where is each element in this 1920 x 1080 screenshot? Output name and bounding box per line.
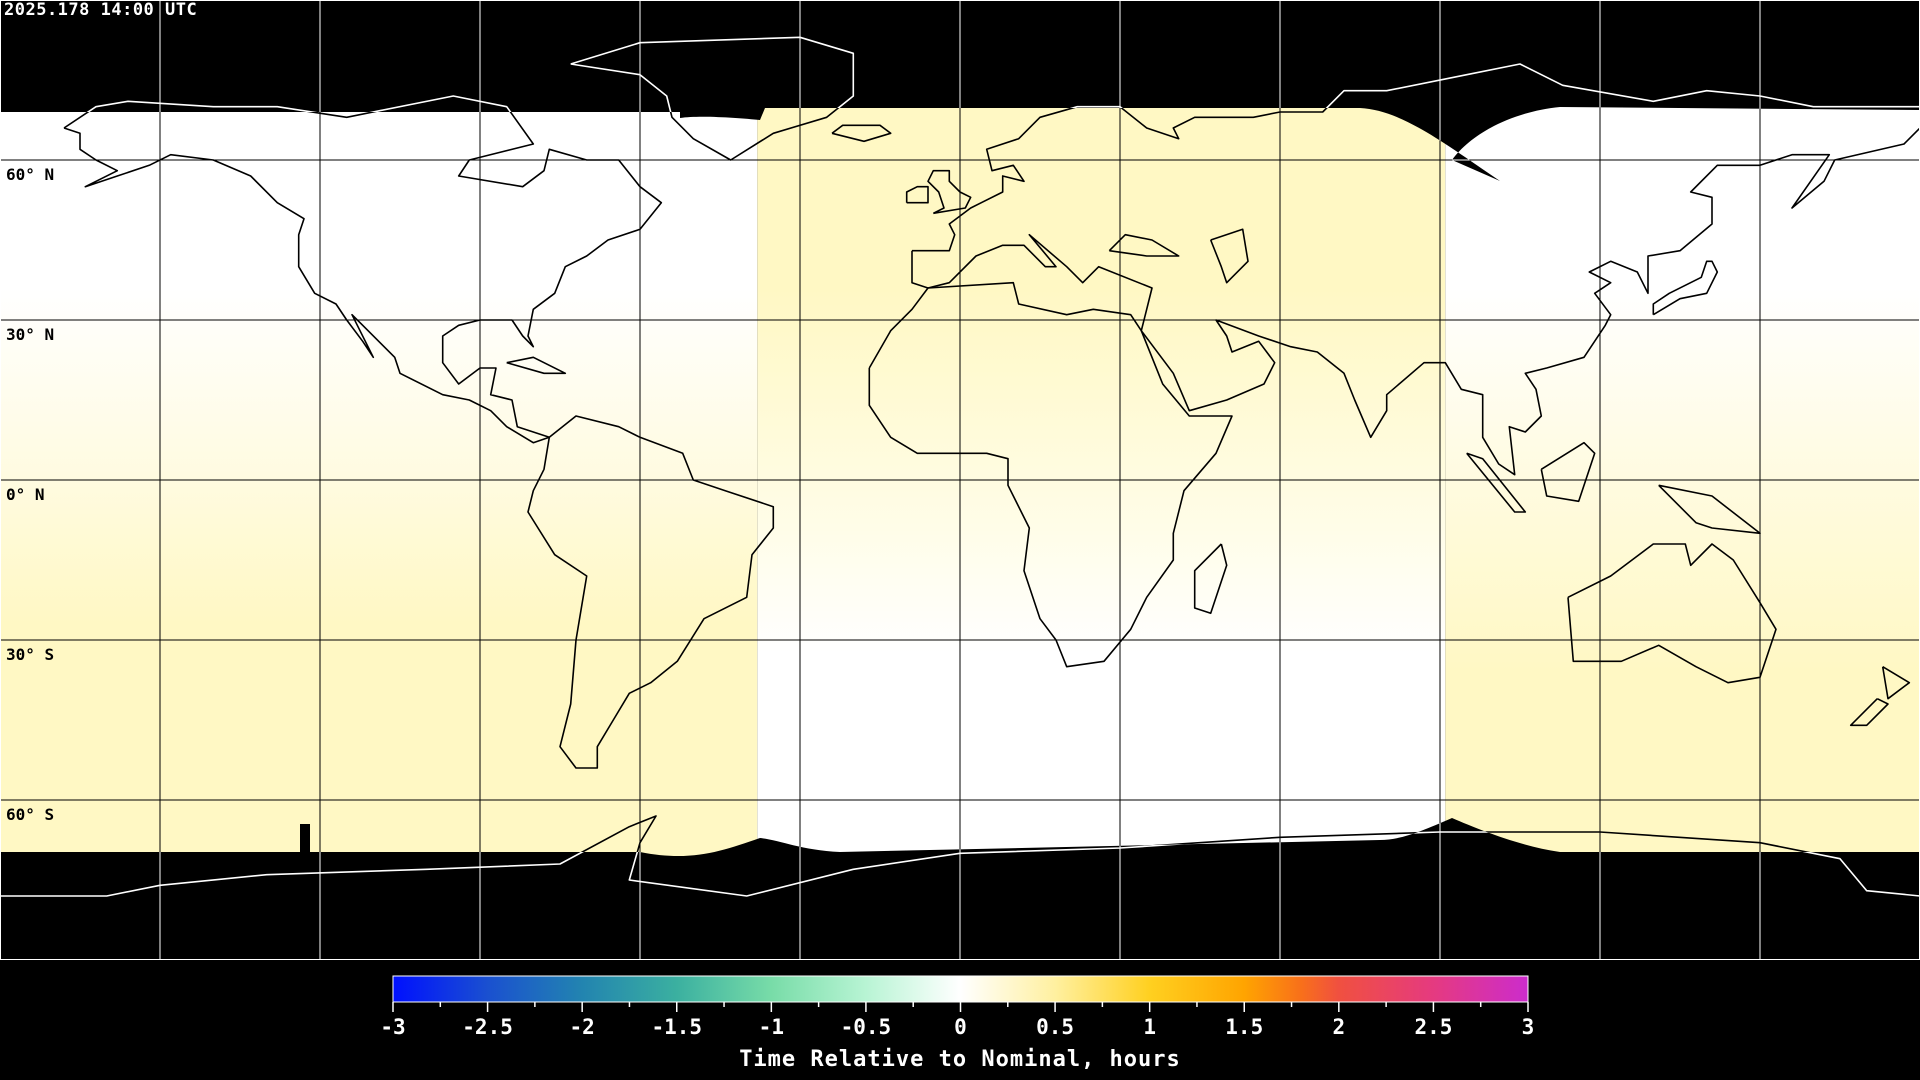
coastline-sumatra <box>1466 452 1527 513</box>
colorbar-tick-label: -2 <box>570 1015 595 1039</box>
latitude-label: 60° S <box>6 805 55 824</box>
coastline-cuba <box>506 356 567 375</box>
coastline-borneo <box>1540 441 1596 503</box>
colorbar-tick-label: 0 <box>954 1015 967 1039</box>
colorbar-tick-label: 2.5 <box>1414 1015 1452 1039</box>
coastline-great-britain <box>927 169 972 215</box>
colorbar-tick-label: 2 <box>1333 1015 1346 1039</box>
colorbar-gradient <box>392 975 1529 1003</box>
colorbar-tick-label: -3 <box>380 1015 405 1039</box>
coastline-new-zealand-south <box>1849 697 1889 727</box>
colorbar-tick-label: 0.5 <box>1036 1015 1074 1039</box>
coastline-north-america <box>63 95 663 444</box>
coastline-new-zealand-north <box>1881 666 1911 700</box>
colorbar-tick-label: 3 <box>1522 1015 1535 1039</box>
coastline-ireland <box>905 185 929 204</box>
coastline-caspian-sea <box>1209 228 1249 284</box>
latitude-label: 30° S <box>6 645 55 664</box>
colorbar: -3 -2.5 -2 -1.5 -1 -0.5 0 0.5 1 1.5 2 2.5 3 <box>380 975 1535 1039</box>
coastline-new-guinea <box>1658 484 1761 535</box>
world-map <box>0 0 1920 960</box>
latitude-label: 60° N <box>6 165 55 184</box>
colorbar-tick-label: 1 <box>1143 1015 1156 1039</box>
colorbar-tick-label: 1.5 <box>1225 1015 1263 1039</box>
latitude-label: 0° N <box>6 485 45 504</box>
colorbar-tick-label: -1.5 <box>651 1015 702 1039</box>
graticule <box>0 0 1920 960</box>
coastline-australia <box>1567 543 1777 684</box>
coastline-japan <box>1652 260 1719 316</box>
colorbar-title: Time Relative to Nominal, hours <box>739 1047 1181 1072</box>
timestamp: 2025.178 14:00 UTC <box>4 0 198 20</box>
colorbar-tick-label: -1 <box>759 1015 784 1039</box>
coastline-africa <box>868 281 1233 668</box>
colorbar-tick-label: -0.5 <box>841 1015 892 1039</box>
coastline-black-sea <box>1108 233 1180 257</box>
coastline-iceland <box>831 124 892 143</box>
latitude-label: 30° N <box>6 325 55 344</box>
coastline-madagascar <box>1193 543 1228 615</box>
colorbar-tick-label: -2.5 <box>462 1015 513 1039</box>
